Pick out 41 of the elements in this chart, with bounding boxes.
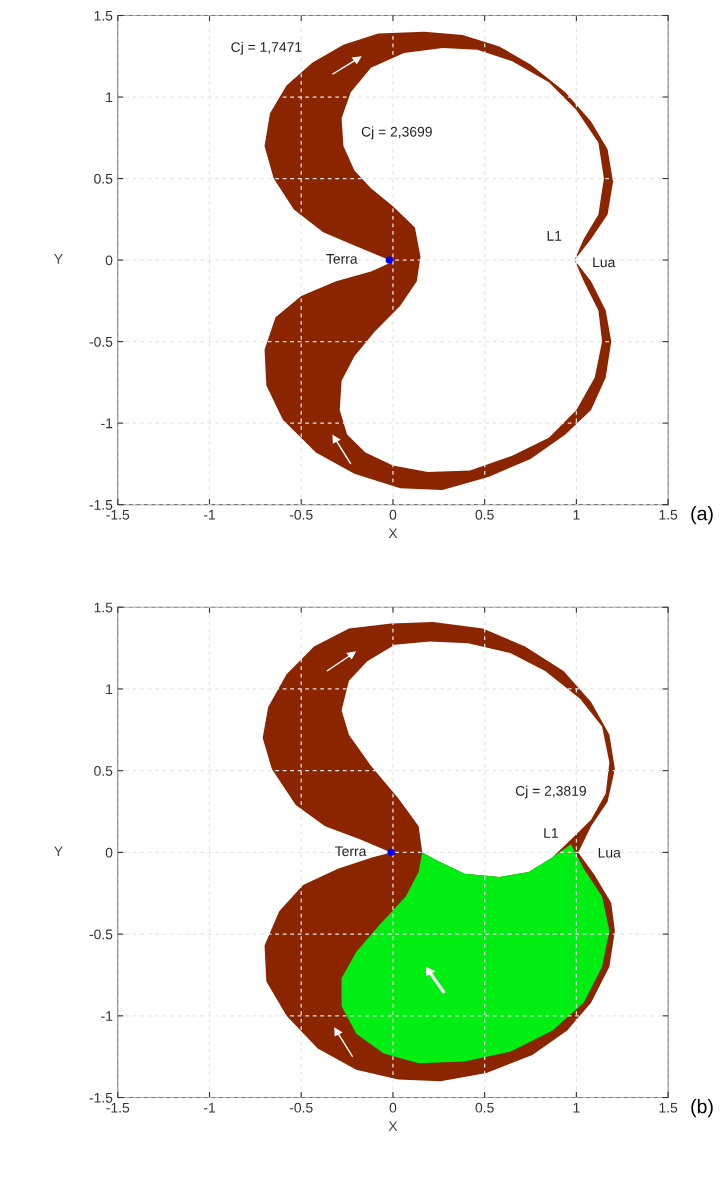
y-tick-label: 0.5: [94, 173, 113, 184]
x-axis-title: X: [388, 528, 398, 539]
annotation: Lua: [593, 257, 616, 268]
y-axis-title: Y: [54, 254, 63, 264]
annotation: Cj = 2,3699: [361, 126, 432, 140]
y-tick-label: 1.5: [94, 602, 113, 613]
x-tick-label: 0: [389, 1102, 397, 1113]
annotation: Cj = 1,7471: [231, 41, 302, 55]
y-tick-label: -0.5: [89, 929, 113, 940]
y-tick-label: 0: [105, 847, 113, 858]
x-tick-label: 1: [573, 510, 580, 520]
annotation: Terra: [335, 846, 367, 857]
annotation: Cj = 2,3819: [515, 785, 586, 799]
x-tick-label: 0: [389, 509, 397, 520]
x-tick-label: 0.5: [475, 1102, 494, 1113]
y-tick-label: 1: [106, 92, 113, 103]
x-tick-label: -0.5: [289, 1102, 313, 1113]
x-axis-title: X: [388, 1121, 398, 1131]
text: (b): [691, 1099, 713, 1118]
x-tick-label: 1.5: [659, 510, 678, 520]
y-axis-title: Y: [54, 846, 63, 856]
y-tick-label: -1.5: [89, 500, 113, 510]
x-tick-label: -1: [203, 510, 215, 520]
x-tick-label: 0.5: [475, 509, 494, 520]
y-tick-label: 1.5: [94, 10, 113, 21]
x-tick-label: -0.5: [289, 509, 313, 520]
annotation: L1: [544, 828, 558, 838]
x-tick-label: 1: [573, 1102, 580, 1113]
y-tick-label: -1: [101, 418, 113, 429]
y-tick-label: -1.5: [89, 1093, 113, 1103]
y-tick-label: 0.5: [94, 766, 113, 776]
y-tick-label: 1: [106, 684, 113, 694]
annotation: Terra: [326, 254, 358, 264]
annotation: Lua: [598, 847, 621, 858]
y-tick-label: 0: [105, 255, 113, 266]
x-tick-label: 1.5: [659, 1102, 678, 1113]
y-tick-label: -0.5: [89, 336, 113, 347]
text: (a): [691, 506, 713, 525]
annotation: L1: [547, 231, 562, 241]
y-tick-label: -1: [101, 1011, 113, 1021]
x-tick-label: -1: [203, 1102, 215, 1113]
